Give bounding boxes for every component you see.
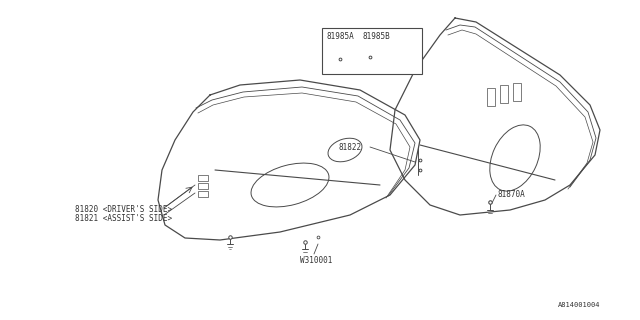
- Text: 81821 <ASSIST'S SIDE>: 81821 <ASSIST'S SIDE>: [75, 214, 172, 223]
- Bar: [487, 88, 495, 106]
- Text: 81820 <DRIVER'S SIDE>: 81820 <DRIVER'S SIDE>: [75, 205, 172, 214]
- Text: 81822: 81822: [338, 143, 361, 152]
- Text: 81985B: 81985B: [362, 32, 390, 41]
- Bar: [513, 83, 521, 101]
- Text: 81870A: 81870A: [497, 190, 525, 199]
- Bar: [198, 175, 208, 181]
- Bar: [198, 183, 208, 189]
- Bar: [500, 85, 508, 103]
- Text: 81985A: 81985A: [326, 32, 354, 41]
- Text: A814001004: A814001004: [558, 302, 600, 308]
- Text: W310001: W310001: [300, 256, 332, 265]
- Bar: [322, 28, 422, 74]
- Bar: [198, 191, 208, 197]
